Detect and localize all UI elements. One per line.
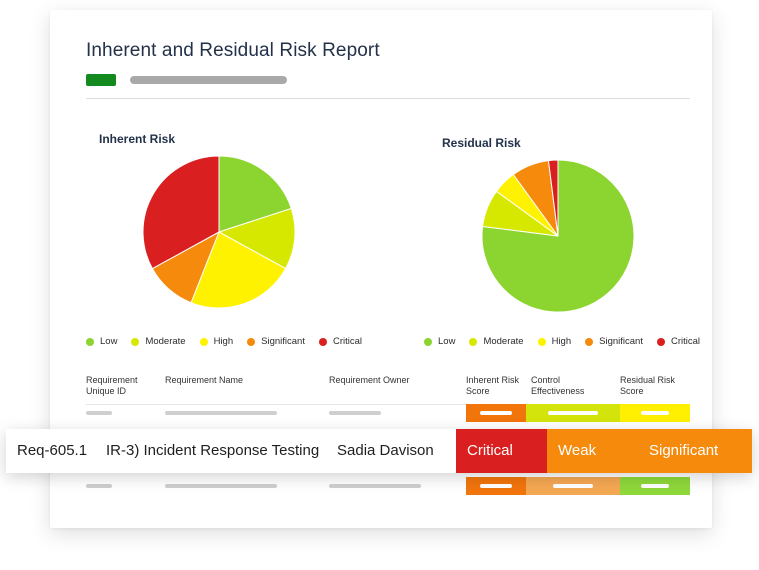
legend-label: High bbox=[551, 336, 572, 347]
legend-dot-icon bbox=[537, 337, 546, 346]
row3-inherent-cell bbox=[466, 477, 526, 495]
inherent-legend-significant: Significant bbox=[247, 336, 305, 347]
row1-residual-cell bbox=[620, 404, 690, 422]
inherent-legend-high: High bbox=[199, 336, 234, 347]
residual-chart-title: Residual Risk bbox=[442, 136, 521, 150]
col-header-inherent-score: Inherent Risk Score bbox=[466, 375, 520, 396]
residual-slice-critical bbox=[547, 159, 559, 237]
row1-name-placeholder bbox=[165, 411, 277, 415]
header-row-divider bbox=[86, 404, 690, 405]
legend-label: Low bbox=[438, 336, 456, 347]
row-residual-score: Significant bbox=[649, 442, 719, 459]
inherent-slice-moderate bbox=[217, 207, 296, 270]
row-inherent-score-label: Critical bbox=[467, 442, 513, 459]
inherent-risk-legend: Low Moderate High Significant Critical bbox=[86, 336, 362, 347]
row-control-effectiveness: Weak bbox=[558, 442, 597, 459]
residual-risk-pie bbox=[481, 159, 635, 313]
inherent-slice-low bbox=[218, 155, 292, 233]
col-header-req-id: Requirement Unique ID bbox=[86, 375, 138, 396]
legend-dot-icon bbox=[318, 337, 327, 346]
inherent-legend-critical: Critical bbox=[318, 336, 362, 347]
legend-label: Moderate bbox=[145, 336, 186, 347]
col-header-req-name: Requirement Name bbox=[165, 375, 244, 385]
row3-effectiveness-cell bbox=[526, 477, 620, 495]
residual-legend-low: Low bbox=[424, 336, 455, 347]
inherent-legend-low: Low bbox=[86, 336, 117, 347]
inherent-risk-pie bbox=[142, 155, 296, 309]
header-divider bbox=[86, 98, 690, 99]
legend-dot-icon bbox=[247, 337, 256, 346]
row1-effectiveness-cell bbox=[526, 404, 620, 422]
legend-dot-icon bbox=[424, 337, 432, 346]
residual-legend-moderate: Moderate bbox=[469, 336, 524, 347]
legend-dot-icon bbox=[131, 337, 140, 346]
legend-dot-icon bbox=[656, 337, 665, 346]
row3-residual-cell bbox=[620, 477, 690, 495]
col-header-control-effectiveness: Control Effectiveness bbox=[531, 375, 585, 396]
status-pill bbox=[86, 74, 116, 86]
inherent-chart-title: Inherent Risk bbox=[99, 132, 176, 146]
col-header-req-owner: Requirement Owner bbox=[329, 375, 410, 385]
legend-label: Moderate bbox=[483, 336, 524, 347]
inherent-slice-high bbox=[190, 231, 287, 309]
row-req-name: IR-3) Incident Response Testing bbox=[106, 442, 320, 459]
legend-label: Critical bbox=[332, 336, 362, 347]
row-effectiveness-residual: Weak Significant bbox=[547, 429, 752, 473]
legend-label: Critical bbox=[670, 336, 700, 347]
row1-id-placeholder bbox=[86, 411, 112, 415]
page-title: Inherent and Residual Risk Report bbox=[86, 40, 380, 61]
highlighted-table-row[interactable]: Req-605.1 IR-3) Incident Response Testin… bbox=[6, 429, 752, 473]
row1-inherent-cell bbox=[466, 404, 526, 422]
legend-dot-icon bbox=[86, 337, 94, 346]
legend-dot-icon bbox=[469, 337, 478, 346]
legend-label: Significant bbox=[261, 336, 305, 347]
legend-label: High bbox=[213, 336, 234, 347]
legend-dot-icon bbox=[585, 337, 594, 346]
residual-legend-high: High bbox=[537, 336, 572, 347]
legend-label: Low bbox=[100, 336, 118, 347]
row3-owner-placeholder bbox=[329, 484, 421, 488]
residual-legend-significant: Significant bbox=[585, 336, 643, 347]
row-req-id: Req-605.1 bbox=[17, 442, 88, 459]
inherent-slice-critical bbox=[142, 155, 220, 270]
legend-dot-icon bbox=[199, 337, 208, 346]
col-header-residual-score: Residual Risk Score bbox=[620, 375, 676, 396]
subtitle-placeholder bbox=[130, 76, 287, 84]
row3-name-placeholder bbox=[165, 484, 277, 488]
row1-owner-placeholder bbox=[329, 411, 381, 415]
row-req-owner: Sadia Davison bbox=[337, 442, 434, 459]
inherent-legend-moderate: Moderate bbox=[131, 336, 186, 347]
residual-risk-legend: Low Moderate High Significant Critical bbox=[424, 336, 700, 347]
row-inherent-score: Critical bbox=[456, 429, 547, 473]
legend-label: Significant bbox=[599, 336, 643, 347]
residual-legend-critical: Critical bbox=[656, 336, 700, 347]
row3-id-placeholder bbox=[86, 484, 112, 488]
residual-slice-low bbox=[481, 159, 635, 313]
